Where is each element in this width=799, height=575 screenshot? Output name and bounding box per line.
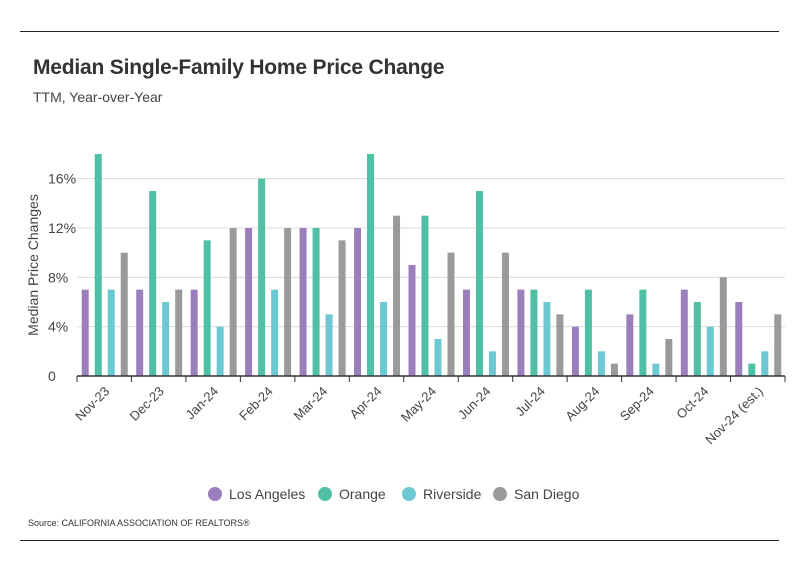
bar-riverside xyxy=(543,302,551,376)
bar-orange xyxy=(475,191,483,376)
chart-title: Median Single-Family Home Price Change xyxy=(33,56,445,79)
bar-orange xyxy=(203,240,211,376)
bar-orange xyxy=(312,228,320,376)
chart-subtitle: TTM, Year-over-Year xyxy=(33,89,163,105)
bar-orange xyxy=(149,191,157,376)
bar-los-angeles xyxy=(626,314,634,376)
x-tick-label: Sep-24 xyxy=(617,384,657,424)
bar-riverside xyxy=(597,351,605,376)
bar-riverside xyxy=(216,326,224,376)
x-tick-label: Dec-23 xyxy=(127,384,167,424)
bar-los-angeles xyxy=(517,289,525,376)
bar-los-angeles xyxy=(462,289,470,376)
bar-riverside xyxy=(761,351,769,376)
bar-san-diego xyxy=(284,228,292,376)
y-tick-label: 8% xyxy=(48,269,68,285)
bar-orange xyxy=(584,289,592,376)
legend-marker xyxy=(318,487,332,501)
x-tick-label: Jul-24 xyxy=(512,384,548,420)
legend-marker xyxy=(493,487,507,501)
x-tick-label: Oct-24 xyxy=(673,384,711,422)
source-note: Source: CALIFORNIA ASSOCIATION OF REALTO… xyxy=(28,518,250,528)
x-tick-label: Jun-24 xyxy=(455,384,494,423)
legend-marker xyxy=(402,487,416,501)
y-tick-label: 12% xyxy=(48,220,76,236)
bar-los-angeles xyxy=(136,289,144,376)
bar-los-angeles xyxy=(81,289,89,376)
x-tick-label: Nov-23 xyxy=(72,384,112,424)
x-tick-label: Apr-24 xyxy=(346,384,384,422)
bar-san-diego xyxy=(665,339,673,376)
y-tick-label: 0 xyxy=(48,368,56,384)
x-tick-label: Jan-24 xyxy=(183,384,222,423)
bar-san-diego xyxy=(338,240,346,376)
bar-riverside xyxy=(434,339,442,376)
top-rule xyxy=(20,31,779,32)
legend-label: Orange xyxy=(339,486,386,502)
bar-san-diego xyxy=(774,314,782,376)
bar-riverside xyxy=(652,363,660,376)
y-tick-label: 16% xyxy=(48,171,76,187)
bar-los-angeles xyxy=(408,265,416,376)
y-tick-label: 4% xyxy=(48,319,68,335)
bar-orange xyxy=(421,215,429,376)
bar-orange xyxy=(258,178,266,376)
legend-label: Riverside xyxy=(423,486,482,502)
bar-riverside xyxy=(488,351,496,376)
bar-riverside xyxy=(162,302,170,376)
x-tick-label: Nov-24 (est.) xyxy=(702,384,766,448)
bar-riverside xyxy=(271,289,279,376)
x-tick-label: May-24 xyxy=(398,384,439,425)
bar-san-diego xyxy=(447,252,455,376)
bar-los-angeles xyxy=(190,289,198,376)
bar-riverside xyxy=(325,314,333,376)
y-axis-title: Median Price Changes xyxy=(25,194,41,336)
bar-riverside xyxy=(107,289,115,376)
bar-orange xyxy=(367,154,375,376)
x-tick-label: Feb-24 xyxy=(236,384,276,424)
bar-los-angeles xyxy=(354,228,362,376)
bar-orange xyxy=(530,289,538,376)
bar-los-angeles xyxy=(571,326,579,376)
bar-riverside xyxy=(706,326,714,376)
bar-los-angeles xyxy=(245,228,253,376)
x-tick-label: Mar-24 xyxy=(290,384,330,424)
bar-san-diego xyxy=(229,228,237,376)
bar-san-diego xyxy=(556,314,564,376)
bar-los-angeles xyxy=(299,228,307,376)
legend-label: Los Angeles xyxy=(229,486,305,502)
bar-san-diego xyxy=(719,277,727,376)
x-tick-label: Aug-24 xyxy=(562,384,602,424)
legend-label: San Diego xyxy=(514,486,580,502)
bottom-rule xyxy=(20,540,779,541)
bar-san-diego xyxy=(501,252,509,376)
bar-san-diego xyxy=(610,363,618,376)
bar-san-diego xyxy=(393,215,401,376)
bar-los-angeles xyxy=(680,289,688,376)
bar-san-diego xyxy=(120,252,128,376)
bar-orange xyxy=(693,302,701,376)
bar-orange xyxy=(748,363,756,376)
bar-san-diego xyxy=(175,289,183,376)
legend-marker xyxy=(208,487,222,501)
bar-orange xyxy=(639,289,647,376)
bar-orange xyxy=(94,154,102,376)
bar-riverside xyxy=(380,302,388,376)
bar-los-angeles xyxy=(735,302,743,376)
